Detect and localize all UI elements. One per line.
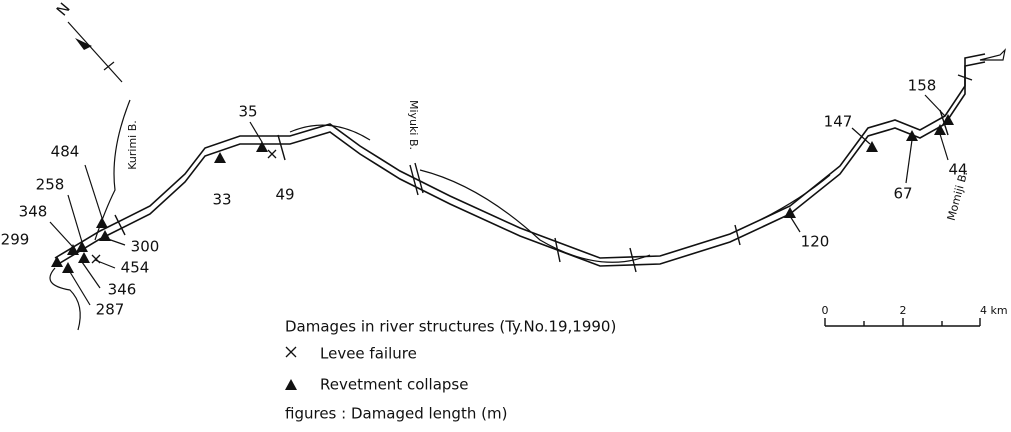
- damage-label: 287: [96, 301, 125, 319]
- triangle: [942, 114, 954, 125]
- triangle: [76, 241, 88, 252]
- revetment-collapses: [51, 114, 954, 273]
- damage-label: 346: [108, 281, 137, 299]
- triangle: [906, 130, 918, 141]
- leader-lines: [49, 94, 949, 306]
- scale-label: 4 km: [980, 304, 1008, 317]
- triangle: [256, 141, 268, 152]
- damage-label: 299: [1, 231, 30, 249]
- triangle: [51, 256, 63, 267]
- damage-label: 67: [893, 185, 912, 203]
- legend-item: Revetment collapse: [320, 376, 468, 394]
- flood-plain: [289, 124, 371, 141]
- bridge-label: Kurimi B.: [126, 120, 139, 170]
- damage-label: 348: [19, 203, 48, 221]
- levee-failures: [91, 149, 277, 264]
- damage-label: 44: [948, 161, 967, 179]
- damage-label: 300: [131, 238, 160, 256]
- river-bank: [54, 61, 986, 267]
- triangle: [62, 262, 74, 273]
- river-end: [979, 48, 1006, 61]
- damage-label: 454: [121, 259, 150, 277]
- river: [54, 53, 986, 267]
- triangle: [934, 124, 946, 135]
- triangle: [78, 252, 90, 263]
- damage-label: 33: [212, 191, 231, 209]
- legend-title: Damages in river structures (Ty.No.19,19…: [285, 318, 616, 336]
- damage-labels: 35 33 49 484 258 348 299 300 454 346 287 147 67 158 44…: [1, 77, 968, 319]
- scale-bar: [824, 318, 981, 327]
- flood-plain: [419, 169, 651, 263]
- north-arrow: N: [53, 0, 123, 83]
- bridge-marks: [114, 74, 973, 273]
- river-bank: [54, 53, 986, 259]
- bridge-label: Miyuki B.: [407, 100, 420, 150]
- tributary: [49, 267, 81, 331]
- damage-label: 258: [36, 176, 65, 194]
- triangle: [784, 207, 796, 218]
- triangle: [99, 230, 111, 241]
- damage-label: 147: [824, 113, 853, 131]
- legend-cross: [285, 346, 297, 358]
- damage-label: 484: [51, 143, 80, 161]
- damage-label: 158: [908, 77, 937, 95]
- triangle: [67, 244, 79, 255]
- damage-label: 49: [275, 186, 294, 204]
- legend-item: Levee failure: [320, 345, 417, 363]
- triangle: [866, 141, 878, 152]
- north-label: N: [53, 0, 74, 19]
- scale-label: 0: [822, 304, 829, 317]
- legend-note: figures : Damaged length (m): [285, 405, 507, 423]
- flood-plain: [759, 174, 831, 221]
- scale-label: 2: [900, 304, 907, 317]
- triangle: [214, 152, 226, 163]
- damage-label: 35: [238, 103, 257, 121]
- legend-triangle: [285, 379, 297, 390]
- triangle: [96, 217, 108, 228]
- damage-label: 120: [801, 233, 830, 251]
